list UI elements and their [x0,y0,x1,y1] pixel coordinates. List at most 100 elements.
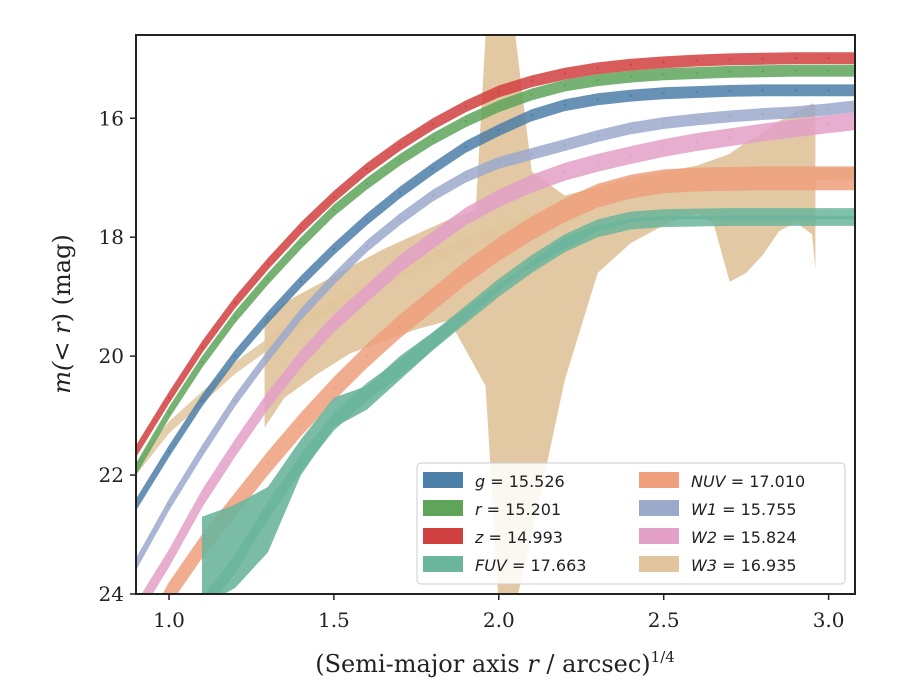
point-nuv-4 [266,462,270,465]
point-r-19 [761,70,764,73]
point-g-16 [662,92,665,95]
point-w2-21 [827,123,830,126]
point-fuv-11 [563,241,566,245]
point-w1-5 [299,313,303,316]
point-w1-18 [728,115,731,118]
y-tick-label: 16 [99,106,124,130]
point-fuv-4 [332,420,336,423]
point-nuv-9 [431,298,434,301]
legend-swatch [423,556,463,572]
legend-swatch [639,556,679,572]
x-axis-label-unit: / arcsec) [539,650,651,678]
point-fuv-10 [530,262,533,266]
point-r-8 [398,158,402,162]
legend-entry-g: g = 15.526 [423,472,565,491]
x-tick-label: 1.0 [153,608,185,632]
point-z-1 [167,396,171,399]
point-z-18 [728,58,731,61]
legend-label: FUV = 17.663 [475,556,586,575]
point-g-7 [365,218,369,221]
point-nuv-10 [464,271,467,275]
point-w2-20 [794,127,797,130]
legend-band-name: z [474,528,484,547]
legend-entry-w2: W2 = 15.824 [639,528,797,547]
legend-entry-nuv: NUV = 17.010 [639,472,805,491]
point-fuv-17 [761,215,764,219]
point-g-21 [827,89,830,92]
point-g-6 [332,247,336,251]
curve-r [136,64,855,476]
point-w2-12 [530,182,533,185]
point-w1-21 [827,108,830,111]
point-g-13 [563,104,566,107]
legend-band-value: = 15.824 [717,528,797,547]
point-z-6 [332,195,336,198]
legend-label: z = 14.993 [474,528,563,547]
point-w1-1 [167,503,171,506]
point-nuv-20 [794,177,797,180]
legend-swatch [639,528,679,544]
point-g-17 [695,90,698,94]
point-r-4 [266,277,270,280]
legend-band-name: W2 [691,528,717,547]
series-z [136,52,855,458]
point-fuv-6 [398,366,402,370]
point-z-21 [827,57,830,60]
point-nuv-11 [497,247,500,251]
point-r-5 [299,241,303,245]
point-fuv-7 [431,340,434,343]
point-g-4 [266,316,270,319]
legend-band-value: = 15.755 [717,500,797,519]
legend-band-value: = 16.935 [717,556,797,575]
point-w1-8 [398,218,402,221]
point-z-7 [365,167,369,170]
point-fuv-13 [629,219,632,222]
y-axis-label-var: < r [48,321,76,362]
point-nuv-5 [299,423,303,426]
point-w3-3 [233,366,237,370]
y-tick-label: 22 [99,463,124,487]
point-nuv-15 [629,185,632,188]
point-fuv-12 [596,227,599,230]
point-w2-17 [695,140,698,144]
point-w2-10 [464,215,467,218]
point-w2-16 [662,146,665,150]
x-tick-label: 2.0 [483,608,515,632]
point-nuv-19 [761,177,764,180]
legend-swatch [639,472,679,488]
legend-entry-r: r = 15.201 [423,500,561,519]
legend-label: W2 = 15.824 [691,528,797,547]
point-g-19 [761,89,764,92]
legend-swatch [423,472,463,488]
curve-w1 [136,100,855,571]
point-fuv-5 [365,390,369,393]
point-fuv-16 [728,215,731,219]
point-nuv-17 [695,178,698,181]
point-w2-5 [299,357,303,361]
point-nuv-6 [332,387,336,390]
point-w3-5 [299,322,303,325]
point-g-8 [398,191,402,194]
point-fuv-0 [201,605,203,607]
point-w3-6 [332,304,336,307]
point-g-9 [431,167,434,170]
y-tick-label: 24 [99,582,124,606]
legend-band-value: = 15.526 [485,472,565,491]
point-fuv-3 [299,462,303,465]
x-axis-label-var: r [527,650,540,678]
point-nuv-16 [662,180,665,183]
point-r-17 [695,71,698,75]
point-z-8 [398,143,402,147]
point-r-11 [497,105,500,108]
x-axis-ticks: 1.0 1.5 2.0 2.5 3.0 [153,594,845,632]
point-fuv-14 [662,217,665,220]
legend-entry-w1: W1 = 15.755 [639,500,797,519]
curve-w3 [136,167,855,476]
legend-swatch [423,528,463,544]
curve-z [136,52,855,458]
point-z-10 [464,105,467,108]
point-z-17 [695,59,698,62]
point-w1-15 [629,127,632,130]
point-g-15 [629,94,632,97]
x-tick-label: 1.5 [318,608,350,632]
